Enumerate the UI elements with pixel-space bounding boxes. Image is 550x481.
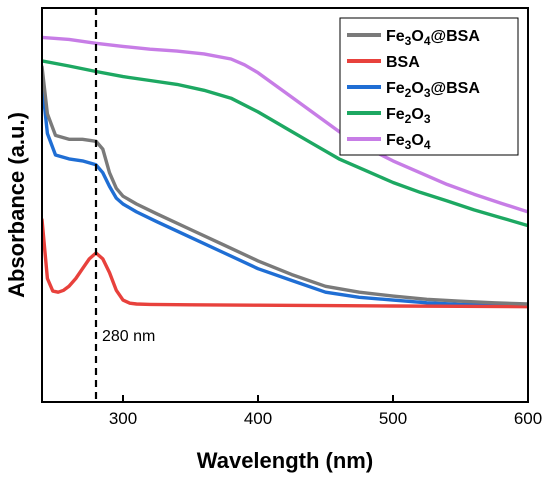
x-tick-label-600: 600 (514, 409, 542, 428)
y-axis-title: Absorbance (a.u.) (4, 112, 29, 298)
legend: Fe3O4@BSA BSA Fe2O3@BSA Fe2O3 Fe3O4 (339, 17, 519, 156)
series-line-fe3o4 (42, 35, 528, 214)
x-tick-label-400: 400 (244, 409, 272, 428)
legend-label-fe2o3-bsa: Fe2O3@BSA (386, 80, 480, 100)
series-layer (42, 35, 528, 309)
series-line-bsa (42, 217, 528, 309)
legend-label-bsa: BSA (386, 54, 420, 71)
x-axis-ticks: 300 400 500 600 (109, 395, 542, 428)
x-tick-label-300: 300 (109, 409, 137, 428)
annotation-280nm: 280 nm (102, 328, 155, 345)
series-line-fe3o4-bsa (42, 65, 528, 306)
plot-frame (41, 7, 529, 403)
series-line-fe2o3 (42, 59, 528, 228)
plot-clip-group (42, 35, 528, 309)
x-tick-label-500: 500 (379, 409, 407, 428)
series-line-fe2o3-bsa (42, 80, 528, 308)
legend-label-fe3o4-bsa: Fe3O4@BSA (386, 28, 480, 48)
legend-label-fe3o4: Fe3O4 (386, 132, 431, 152)
x-axis-title: Wavelength (nm) (197, 448, 373, 473)
legend-label-fe2o3: Fe2O3 (386, 106, 431, 126)
